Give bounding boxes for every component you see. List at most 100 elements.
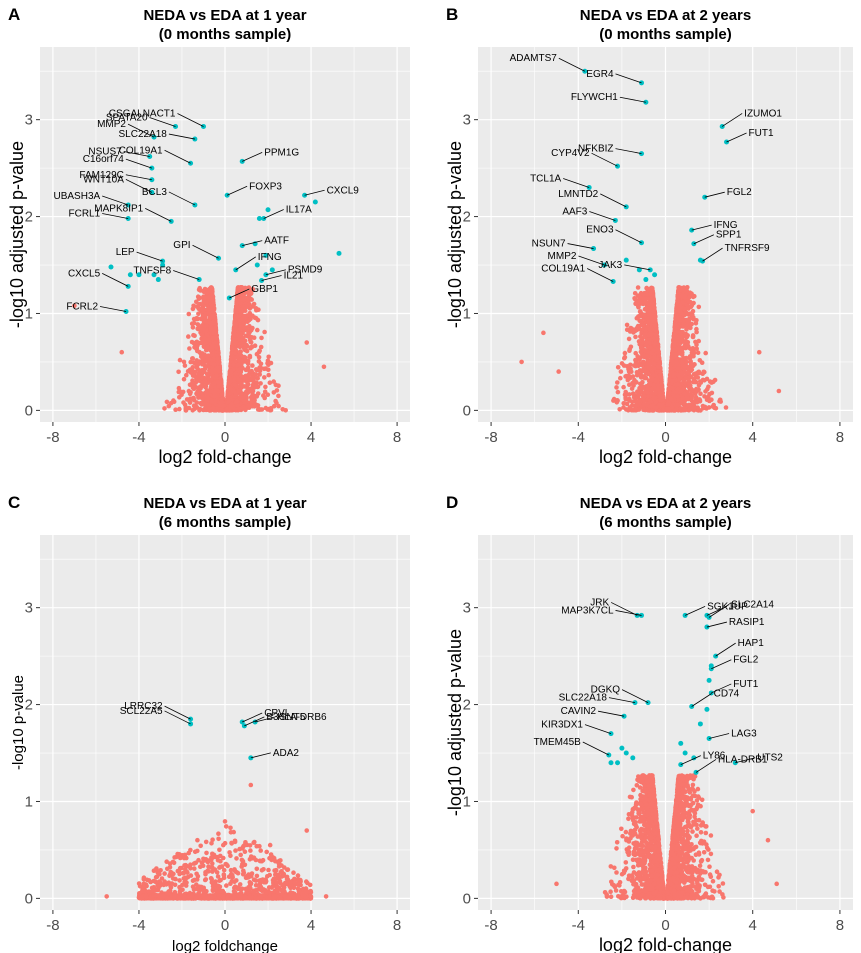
nonsig-point — [200, 313, 206, 319]
nonsig-point — [706, 405, 712, 410]
nonsig-point — [209, 306, 215, 312]
nonsig-point — [246, 285, 252, 290]
nonsig-point — [691, 376, 697, 382]
gene-label: TNFSF8 — [133, 266, 171, 277]
nonsig-point — [182, 363, 188, 368]
nonsig-point — [243, 355, 248, 361]
nonsig-point — [206, 406, 212, 412]
nonsig-point — [643, 369, 649, 375]
nonsig-point — [229, 355, 235, 361]
nonsig-point — [253, 372, 259, 377]
nonsig-point — [247, 328, 253, 333]
sig-point — [256, 216, 262, 222]
nonsig-point — [228, 369, 234, 375]
gene-label: MAPK8IP1 — [94, 203, 143, 214]
nonsig-point — [210, 314, 216, 320]
nonsig-point — [259, 407, 265, 412]
y-axis-label: -log10 adjusted p-value — [7, 141, 27, 328]
nonsig-point — [168, 400, 174, 406]
gene-label: CXCL9 — [327, 185, 360, 196]
x-tick-label: -8 — [46, 429, 59, 446]
x-tick-label: 0 — [221, 429, 229, 446]
nonsig-point — [233, 392, 239, 397]
nonsig-point — [234, 398, 240, 404]
nonsig-point — [228, 386, 234, 391]
nonsig-point — [197, 306, 202, 312]
nonsig-point — [201, 361, 206, 367]
nonsig-point — [632, 291, 638, 296]
nonsig-point — [209, 321, 214, 326]
nonsig-point — [184, 372, 189, 378]
x-tick-label: -8 — [484, 429, 497, 446]
nonsig-point — [204, 398, 210, 403]
nonsig-point — [266, 372, 272, 378]
x-tick-label: 8 — [836, 429, 844, 446]
nonsig-point — [206, 376, 211, 381]
gene-label: PPM1G — [264, 147, 299, 158]
nonsig-point — [243, 304, 249, 309]
nonsig-point — [194, 362, 199, 367]
nonsig-point — [194, 358, 199, 363]
nonsig-point — [214, 373, 219, 379]
nonsig-point — [268, 360, 274, 366]
nonsig-point — [201, 294, 206, 300]
nonsig-point — [252, 343, 258, 349]
nonsig-point — [215, 379, 221, 385]
nonsig-point — [634, 380, 639, 385]
nonsig-point — [690, 406, 696, 412]
nonsig-point — [243, 342, 248, 348]
nonsig-point — [267, 380, 273, 386]
nonsig-point — [211, 362, 217, 367]
nonsig-point — [629, 386, 635, 391]
nonsig-point — [226, 399, 232, 404]
nonsig-point — [257, 365, 262, 370]
nonsig-point — [622, 354, 628, 360]
nonsig-point — [280, 407, 286, 412]
nonsig-point — [241, 325, 247, 331]
nonsig-point — [191, 320, 197, 326]
nonsig-point — [186, 334, 191, 339]
gene-label: GPI — [173, 240, 190, 251]
nonsig-point — [675, 366, 681, 371]
nonsig-point — [245, 381, 251, 387]
gene-label: COL19A1 — [119, 145, 163, 156]
nonsig-point — [247, 313, 252, 318]
gene-label: CXCL5 — [68, 268, 101, 279]
nonsig-point — [199, 323, 205, 328]
nonsig-point — [255, 375, 260, 381]
nonsig-point — [198, 400, 204, 406]
nonsig-point — [633, 334, 638, 340]
nonsig-point — [615, 365, 621, 370]
nonsig-point — [693, 371, 699, 376]
chart-title-line: (0 months sample) — [159, 26, 292, 43]
nonsig-point — [209, 399, 215, 404]
nonsig-point — [245, 386, 250, 391]
nonsig-point — [638, 344, 644, 350]
nonsig-point — [202, 402, 208, 407]
nonsig-point — [713, 406, 719, 411]
gene-label: MMP2 — [97, 119, 126, 130]
nonsig-point — [237, 344, 243, 350]
nonsig-point — [187, 382, 193, 388]
nonsig-point — [212, 394, 218, 399]
sig-point — [312, 199, 318, 205]
nonsig-point — [690, 312, 695, 318]
nonsig-point — [183, 406, 189, 412]
nonsig-point — [228, 378, 234, 384]
nonsig-point — [614, 385, 619, 390]
nonsig-point — [226, 408, 232, 413]
nonsig-point — [252, 403, 257, 409]
y-tick-label: 0 — [25, 402, 33, 419]
nonsig-point — [176, 385, 182, 391]
nonsig-point — [232, 326, 237, 332]
nonsig-point — [187, 346, 192, 351]
nonsig-point — [209, 285, 214, 291]
chart-title-line: NEDA vs EDA at 1 year — [143, 7, 306, 24]
nonsig-point — [697, 358, 703, 363]
nonsig-point — [686, 299, 691, 304]
nonsig-point — [231, 336, 237, 342]
nonsig-point — [693, 339, 698, 345]
nonsig-point — [241, 395, 247, 400]
nonsig-point — [219, 407, 224, 413]
panel-letter: A — [8, 5, 20, 24]
